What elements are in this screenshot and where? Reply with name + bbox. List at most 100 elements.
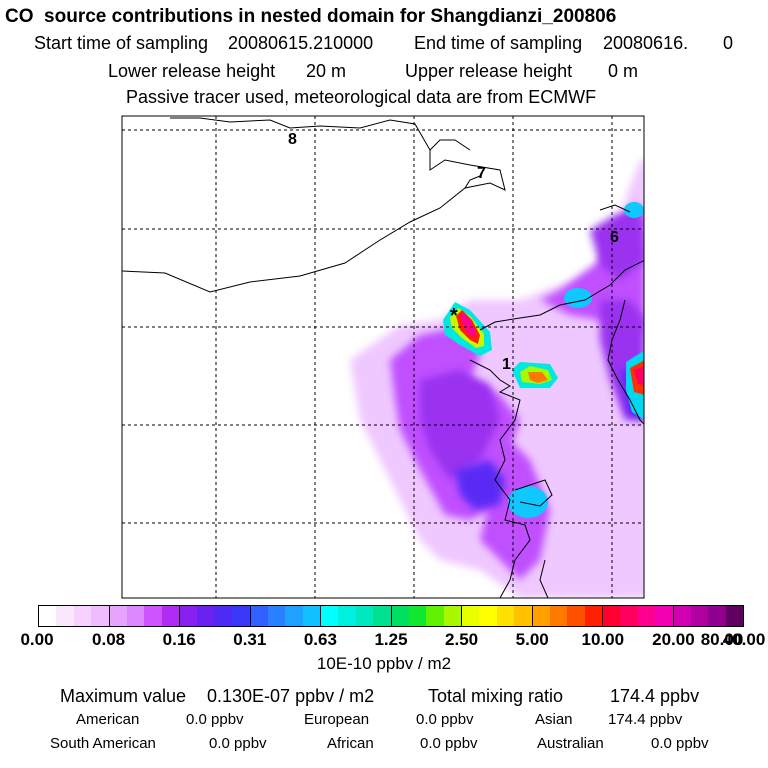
color-swatch <box>514 606 532 626</box>
color-swatch <box>673 606 691 626</box>
color-swatch <box>214 606 233 626</box>
color-scale-tick-label: 0.63 <box>303 630 337 649</box>
color-swatch <box>408 606 427 626</box>
color-scale-tick-label: 1.25 <box>374 630 408 649</box>
region-european-name: European <box>304 711 370 728</box>
color-swatch <box>549 606 568 626</box>
color-scale-tick-label: 40.00 <box>722 630 766 649</box>
start-time-value: 20080615.210000 <box>228 33 374 53</box>
color-scale-tick-label: 20.00 <box>652 630 695 649</box>
color-swatch <box>373 606 391 626</box>
color-scale-tick-label: 80.00 <box>700 630 744 649</box>
region-label-8: 8 <box>288 131 297 148</box>
color-scale-tick-label: 0.08 <box>92 630 126 649</box>
color-swatch <box>462 606 480 626</box>
color-scale-segment <box>321 606 392 626</box>
color-swatch <box>584 606 602 626</box>
end-time-label: End time of sampling <box>414 33 583 53</box>
color-swatch <box>725 606 743 626</box>
color-swatch <box>73 606 92 626</box>
color-swatch <box>144 606 162 626</box>
color-scale-segment <box>39 606 110 626</box>
color-scale-tick-label: 0.16 <box>162 630 196 649</box>
max-value: 0.130E-07 ppbv / m2 <box>207 686 375 706</box>
color-swatch <box>443 606 461 626</box>
color-swatch <box>690 606 709 626</box>
plume-field <box>122 117 644 598</box>
region-south-american-value: 0.0 ppbv <box>209 735 267 752</box>
start-time-label: Start time of sampling <box>34 33 209 53</box>
region-american-name: American <box>76 711 140 728</box>
region-australian-value: 0.0 ppbv <box>651 735 709 752</box>
color-scale-segment <box>250 606 321 626</box>
color-swatch <box>285 606 303 626</box>
end-time-value: 20080616. <box>603 33 689 53</box>
total-mixing-value: 174.4 ppbv <box>610 686 700 706</box>
color-swatch <box>708 606 726 626</box>
region-south-american-name: South American <box>50 735 156 752</box>
region-label-6: 6 <box>610 229 619 246</box>
color-swatch <box>620 606 638 626</box>
region-label-7: 7 <box>477 165 486 182</box>
hotspot-station <box>443 302 492 356</box>
color-swatch <box>391 606 409 626</box>
lower-release-value: 20 m <box>306 61 347 81</box>
graticule <box>122 116 644 598</box>
hotspot-east <box>512 362 558 388</box>
region-australian-name: Australian <box>537 735 604 752</box>
tracer-note: Passive tracer used, meteorological data… <box>126 87 597 107</box>
color-swatch <box>197 606 215 626</box>
color-swatch <box>338 606 356 626</box>
color-swatch <box>161 606 179 626</box>
color-scale-tick-label: 0.31 <box>233 630 267 649</box>
concentration-map: 8 7 6 1 * <box>121 115 645 599</box>
color-swatch <box>39 606 57 626</box>
color-swatch <box>426 606 444 626</box>
color-swatch <box>637 606 656 626</box>
color-swatch <box>302 606 320 626</box>
color-swatch <box>321 606 339 626</box>
color-scale-tick-label: 0.00 <box>20 630 54 649</box>
coastlines <box>122 117 644 598</box>
region-african-name: African <box>327 735 374 752</box>
color-swatch <box>355 606 374 626</box>
color-swatch <box>655 606 673 626</box>
region-asian-value: 174.4 ppbv <box>608 711 683 728</box>
color-scale-segment <box>673 606 743 626</box>
region-african-value: 0.0 ppbv <box>420 735 478 752</box>
region-label-1: 1 <box>502 356 511 373</box>
color-swatch <box>532 606 550 626</box>
plot-title: CO source contributions in nested domain… <box>5 6 617 27</box>
hotspot-edge <box>626 350 644 420</box>
color-swatch <box>126 606 145 626</box>
color-scale-segment <box>462 606 533 626</box>
color-swatch <box>91 606 109 626</box>
color-swatch <box>603 606 621 626</box>
color-swatch <box>567 606 585 626</box>
color-swatch <box>479 606 497 626</box>
color-swatch <box>109 606 127 626</box>
color-scale-tick-label: 10.00 <box>581 630 625 649</box>
region-asian-name: Asian <box>535 711 573 728</box>
upper-release-label: Upper release height <box>405 61 573 81</box>
color-swatch <box>496 606 515 626</box>
color-swatch <box>267 606 286 626</box>
region-european-value: 0.0 ppbv <box>416 711 474 728</box>
color-scale-segment <box>603 606 674 626</box>
max-value-label: Maximum value <box>60 686 187 706</box>
color-scale-segment <box>180 606 251 626</box>
upper-release-value: 0 m <box>608 61 639 81</box>
region-american-value: 0.0 ppbv <box>186 711 244 728</box>
end-time-suffix: 0 <box>723 33 734 53</box>
map-frame <box>121 115 645 599</box>
color-swatch <box>232 606 250 626</box>
color-scale-segment <box>532 606 603 626</box>
color-scale-segment <box>109 606 180 626</box>
color-swatch <box>180 606 198 626</box>
total-mixing-label: Total mixing ratio <box>428 686 564 706</box>
color-scale-tick-label: 2.50 <box>445 630 479 649</box>
color-scale-unit: 10E-10 ppbv / m2 <box>316 654 452 673</box>
color-swatch <box>56 606 74 626</box>
color-scale-bar <box>38 605 744 627</box>
station-marker: * <box>450 305 458 327</box>
